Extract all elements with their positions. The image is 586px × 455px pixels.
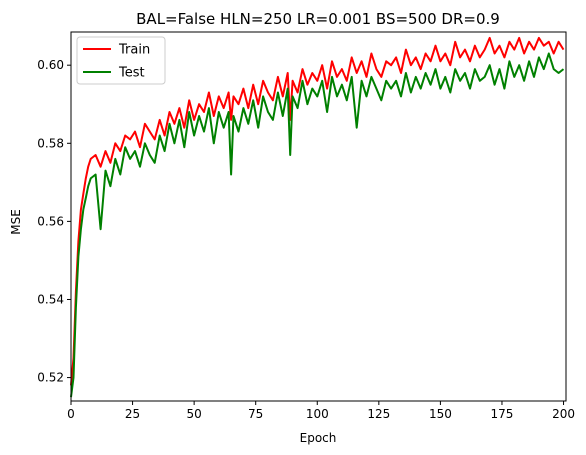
legend-label-test: Test (118, 66, 145, 81)
y-tick-label: 0.60 (37, 58, 64, 72)
axis-ticks: 0 25 50 75 100 125 150 175 200 0.52 0.54 0.56 0.58 0.… (37, 58, 575, 421)
x-tick-label: 75 (248, 407, 263, 421)
x-tick-label: 50 (186, 407, 201, 421)
x-tick-label: 25 (125, 407, 140, 421)
y-tick-label: 0.56 (37, 214, 64, 228)
plot-area (71, 32, 566, 401)
series-line-train (70, 36, 565, 386)
x-tick-label: 125 (367, 407, 390, 421)
y-axis-label: MSE (9, 209, 23, 235)
y-tick-label: 0.58 (37, 136, 64, 150)
series-lines (70, 36, 565, 398)
series-line-test (70, 52, 565, 398)
y-tick-label: 0.52 (37, 371, 64, 385)
x-tick-label: 175 (491, 407, 514, 421)
chart-title: BAL=False HLN=250 LR=0.001 BS=500 DR=0.9 (136, 10, 500, 28)
plot-frame (70, 31, 567, 402)
x-tick-label: 100 (306, 407, 329, 421)
x-tick-label: 200 (552, 407, 575, 421)
x-axis-label: Epoch (300, 431, 337, 445)
legend: Train Test (76, 36, 166, 85)
x-tick-label: 150 (429, 407, 452, 421)
x-tick-label: 0 (67, 407, 75, 421)
y-tick-label: 0.54 (37, 292, 64, 306)
legend-label-train: Train (118, 43, 150, 58)
